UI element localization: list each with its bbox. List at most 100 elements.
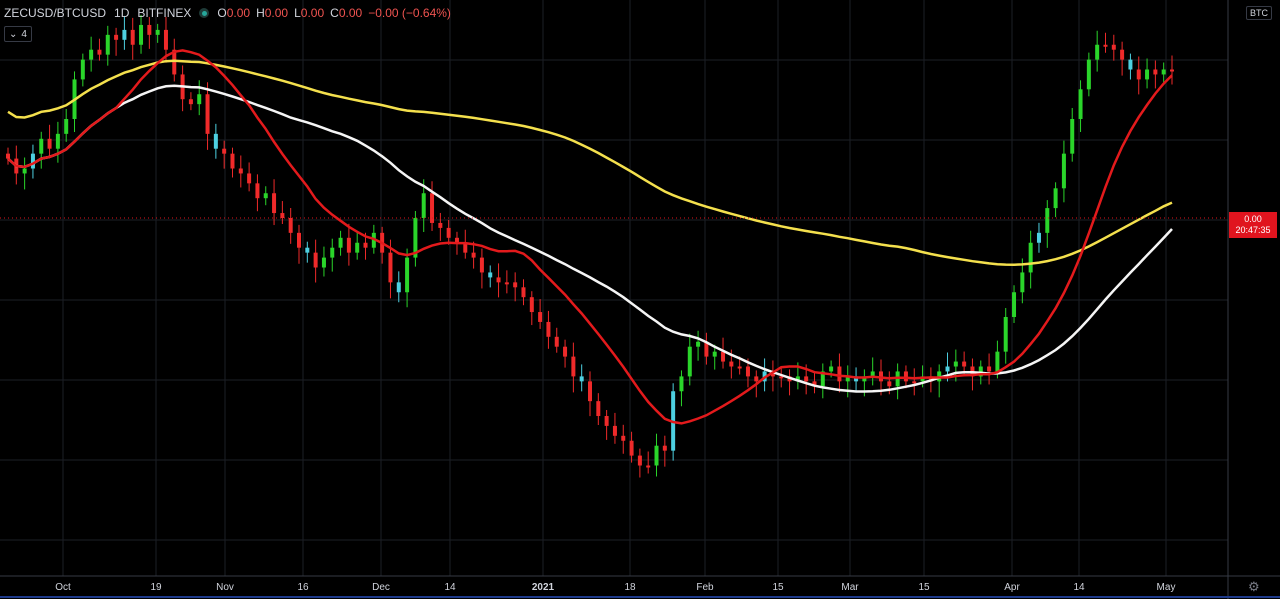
candle-body	[438, 222, 443, 228]
x-tick-label: Nov	[216, 582, 234, 593]
candle-body	[546, 321, 551, 337]
candle-body	[205, 94, 210, 134]
candle-body	[521, 287, 526, 298]
candle-body	[1028, 242, 1033, 273]
candle-body	[114, 34, 119, 40]
high-value: 0.00	[264, 6, 289, 20]
candle-body	[1120, 49, 1125, 60]
candle-body	[563, 346, 568, 357]
candle-body	[421, 193, 426, 218]
candle-body	[870, 371, 875, 377]
candle-body	[147, 24, 152, 35]
candle-body	[812, 381, 817, 387]
candle-body	[355, 242, 360, 253]
candle-body	[479, 257, 484, 273]
candle-body	[1086, 59, 1091, 90]
x-tick-label: Oct	[55, 582, 71, 593]
candle-body	[962, 361, 967, 367]
candle-body	[430, 193, 435, 223]
candle-body	[330, 247, 335, 258]
x-tick-label: Apr	[1004, 582, 1020, 593]
candle-body	[55, 133, 60, 149]
candle-body	[363, 242, 368, 248]
candle-body	[754, 376, 759, 382]
change-value: −0.00 (−0.64%)	[368, 6, 451, 20]
candle-body	[1053, 188, 1058, 209]
candle-body	[122, 29, 127, 40]
candle-body	[105, 34, 110, 55]
candle-body	[729, 361, 734, 367]
candle-body	[313, 252, 318, 268]
candle-body	[305, 247, 310, 253]
candle-body	[1061, 153, 1066, 189]
candle-body	[579, 376, 584, 382]
currency-badge[interactable]: BTC	[1246, 6, 1272, 20]
candle-body	[646, 465, 651, 468]
candle-body	[1170, 69, 1174, 72]
candle-body	[604, 416, 609, 426]
candle-body	[238, 168, 243, 174]
candle-body	[1045, 208, 1050, 233]
candle-body	[1070, 119, 1075, 154]
candle-body	[687, 346, 692, 377]
candle-body	[222, 148, 227, 154]
candle-body	[463, 242, 468, 253]
x-tick-label: Mar	[841, 582, 859, 593]
candle-body	[413, 218, 418, 258]
candle-body	[837, 366, 842, 382]
gear-icon[interactable]: ⚙	[1248, 579, 1260, 594]
candle-body	[80, 59, 85, 80]
candle-body	[1012, 292, 1017, 317]
candle-body	[39, 138, 44, 154]
symbol-label[interactable]: ZECUSD/BTCUSD	[4, 6, 107, 20]
exchange-label: BITFINEX	[137, 6, 192, 20]
candle-body	[912, 381, 917, 384]
x-tick-label: 14	[444, 582, 456, 593]
indicators-count: 4	[21, 28, 27, 40]
candle-body	[612, 425, 617, 436]
bar-countdown: 20:47:35	[1235, 225, 1271, 235]
candle-body	[388, 252, 393, 283]
candle-body	[504, 282, 509, 285]
candle-body	[654, 445, 659, 466]
candle-body	[263, 193, 268, 199]
candle-body	[596, 401, 601, 416]
indicators-toggle[interactable]: ⌄ 4	[4, 26, 32, 42]
candle-body	[571, 356, 576, 377]
interval-label[interactable]: 1D	[114, 6, 130, 20]
x-tick-label: Feb	[696, 582, 714, 593]
market-status-icon	[199, 8, 210, 18]
candle-body	[862, 376, 867, 382]
last-price-value: 0.00	[1244, 214, 1262, 224]
candle-body	[513, 282, 518, 288]
x-tick-label: 19	[150, 582, 162, 593]
candle-body	[255, 183, 260, 199]
candle-body	[795, 376, 800, 382]
candle-body	[197, 94, 202, 105]
x-tick-label: May	[1156, 582, 1176, 593]
candle-body	[1078, 89, 1083, 119]
candle-body	[188, 99, 193, 105]
candle-body	[22, 168, 27, 174]
candle-body	[1145, 69, 1150, 80]
candle-body	[1153, 69, 1158, 75]
candle-body	[820, 371, 825, 387]
candle-body	[538, 312, 543, 322]
candle-body	[662, 445, 667, 451]
candle-body	[903, 371, 908, 382]
candle-body	[779, 376, 784, 379]
candle-body	[854, 376, 859, 382]
chevron-down-icon: ⌄	[9, 28, 18, 40]
candle-body	[696, 341, 701, 347]
candle-body	[64, 119, 69, 134]
last-price-tag: 0.00 20:47:35	[1229, 212, 1277, 238]
candle-body	[496, 277, 501, 283]
candle-body	[247, 173, 252, 184]
candle-body	[97, 49, 102, 55]
x-tick-label: 18	[624, 582, 636, 593]
ma-red-line	[7, 49, 1173, 425]
candle-body	[230, 153, 235, 169]
x-tick-label: 15	[772, 582, 784, 593]
candle-body	[471, 252, 476, 258]
